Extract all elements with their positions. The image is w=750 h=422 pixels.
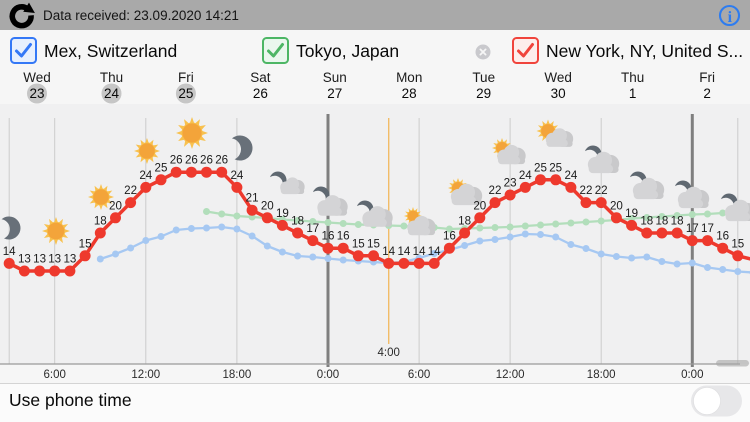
svg-text:4:00: 4:00 [378,347,400,359]
svg-text:24: 24 [139,169,152,182]
svg-text:21: 21 [246,192,259,205]
svg-text:14: 14 [397,245,410,258]
svg-text:15: 15 [79,237,92,250]
svg-text:14: 14 [382,245,395,258]
svg-text:Tokyo, Japan: Tokyo, Japan [296,41,399,61]
svg-text:i: i [728,9,733,26]
svg-text:Tue: Tue [472,70,495,85]
svg-text:14: 14 [428,245,441,258]
svg-text:18:00: 18:00 [223,369,252,381]
svg-text:13: 13 [18,253,31,266]
svg-text:Sat: Sat [250,70,271,85]
svg-text:Mon: Mon [396,70,422,85]
svg-text:20: 20 [610,199,623,212]
svg-text:0:00: 0:00 [681,369,703,381]
svg-text:12:00: 12:00 [496,369,525,381]
svg-text:17: 17 [306,222,319,235]
svg-text:19: 19 [276,207,289,220]
svg-text:25: 25 [178,86,193,101]
svg-text:22: 22 [489,184,502,197]
svg-text:28: 28 [402,86,417,101]
svg-text:0:00: 0:00 [317,369,339,381]
svg-text:25: 25 [534,161,547,174]
svg-text:13: 13 [33,253,46,266]
svg-text:27: 27 [327,86,342,101]
svg-text:20: 20 [473,199,486,212]
svg-text:18: 18 [640,215,653,228]
svg-text:17: 17 [686,222,699,235]
svg-text:30: 30 [551,86,566,101]
svg-text:Wed: Wed [23,70,51,85]
svg-text:15: 15 [731,237,744,250]
svg-text:18: 18 [94,215,107,228]
svg-text:23: 23 [29,86,44,101]
svg-text:18: 18 [671,215,684,228]
svg-text:Thu: Thu [621,70,644,85]
svg-text:Wed: Wed [544,70,572,85]
svg-text:18: 18 [458,215,471,228]
svg-text:26: 26 [200,154,213,167]
svg-text:15: 15 [367,237,380,250]
svg-text:6:00: 6:00 [408,369,430,381]
svg-text:25: 25 [155,161,168,174]
svg-text:24: 24 [519,169,532,182]
svg-text:6:00: 6:00 [44,369,66,381]
svg-text:25: 25 [549,161,562,174]
svg-text:16: 16 [443,230,456,243]
svg-text:13: 13 [63,253,76,266]
svg-text:29: 29 [476,86,491,101]
svg-text:1: 1 [629,86,637,101]
svg-text:24: 24 [564,169,577,182]
svg-text:19: 19 [625,207,638,220]
svg-text:2: 2 [703,86,711,101]
svg-text:20: 20 [109,199,122,212]
svg-text:Mex, Switzerland: Mex, Switzerland [44,41,177,61]
svg-text:New York, NY, United S...: New York, NY, United S... [546,41,743,61]
svg-text:22: 22 [580,184,593,197]
svg-text:Fri: Fri [178,70,194,85]
svg-text:26: 26 [253,86,268,101]
svg-text:14: 14 [3,245,16,258]
svg-text:23: 23 [504,177,517,190]
svg-text:24: 24 [230,169,243,182]
svg-text:26: 26 [215,154,228,167]
svg-text:17: 17 [701,222,714,235]
svg-text:18: 18 [291,215,304,228]
svg-text:Fri: Fri [699,70,715,85]
svg-text:22: 22 [124,184,137,197]
svg-text:20: 20 [261,199,274,212]
svg-text:24: 24 [104,86,120,101]
svg-text:16: 16 [322,230,335,243]
svg-text:15: 15 [352,237,365,250]
svg-text:12:00: 12:00 [131,369,160,381]
svg-text:22: 22 [595,184,608,197]
svg-text:Sun: Sun [323,70,347,85]
svg-text:14: 14 [413,245,426,258]
svg-text:Use phone time: Use phone time [9,390,132,410]
svg-text:Data received: 23.09.2020 14:2: Data received: 23.09.2020 14:21 [43,8,239,23]
svg-text:16: 16 [337,230,350,243]
svg-text:Thu: Thu [100,70,123,85]
svg-text:18:00: 18:00 [587,369,616,381]
svg-text:18: 18 [655,215,668,228]
svg-text:26: 26 [170,154,183,167]
svg-text:13: 13 [48,253,61,266]
svg-text:16: 16 [716,230,729,243]
svg-text:26: 26 [185,154,198,167]
